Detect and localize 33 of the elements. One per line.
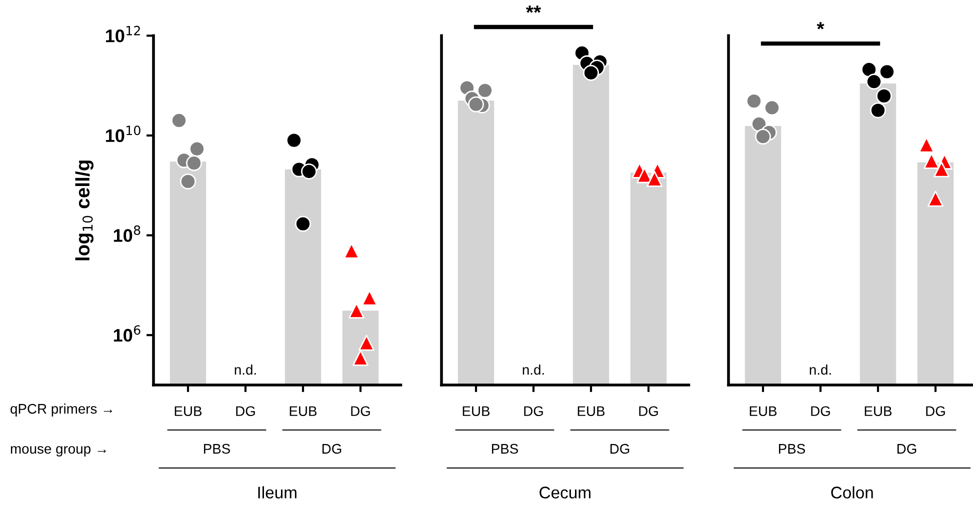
text: PBS (492, 444, 518, 454)
x-tick-label: EUB (174, 406, 202, 416)
text: ** (526, 6, 542, 13)
x-tick-label: DG (351, 406, 370, 416)
text: mouse group → (10, 446, 106, 456)
x-tick-label: EUB (462, 406, 490, 416)
text: DG (322, 444, 342, 454)
y-axis-title: log$_{10}$ cell/g (75, 160, 94, 260)
x-tick-label: DG (811, 406, 830, 416)
x-tick-label: EUB (578, 406, 605, 416)
text: qPCR primers → (10, 404, 112, 416)
y-tick-label: 10$^{6}$ (114, 325, 140, 342)
x-tick-label: DG (524, 406, 543, 416)
annotation: n.d. (234, 364, 256, 375)
y-tick-label: 10$^{10}$ (106, 126, 140, 142)
x-tick-label: DG (236, 406, 255, 416)
x-tick-label: EUB (864, 406, 892, 416)
y-tick-label: 10$^{8}$ (114, 225, 140, 242)
text: DG (610, 444, 630, 454)
x-axis-title: Colon (831, 486, 873, 498)
text: * (816, 22, 824, 30)
y-tick-label: 10$^{12}$ (106, 26, 140, 42)
x-axis-title: Cecum (540, 486, 590, 498)
x-tick-label: EUB (290, 406, 317, 416)
text: PBS (778, 444, 806, 454)
x-axis-title: Ileum (258, 486, 296, 498)
annotation: n.d. (810, 364, 831, 375)
annotation: n.d. (522, 364, 544, 375)
text: PBS (204, 444, 230, 454)
x-tick-label: DG (639, 406, 658, 416)
text: DG (897, 444, 916, 454)
x-tick-label: EUB (750, 406, 777, 416)
x-tick-label: DG (926, 406, 945, 416)
